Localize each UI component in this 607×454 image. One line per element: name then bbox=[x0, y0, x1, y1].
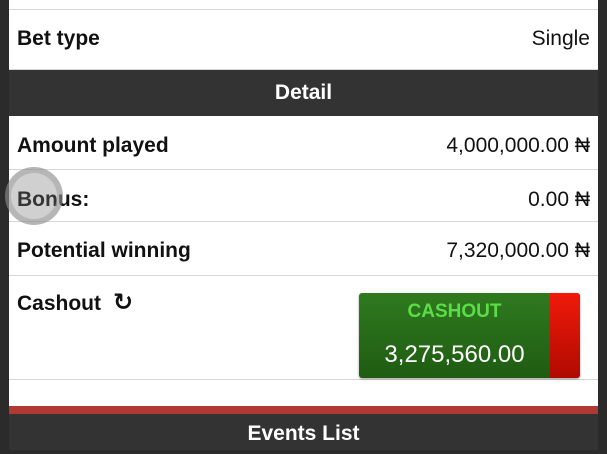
bet-type-label: Bet type bbox=[17, 27, 100, 50]
cashout-button-caption: CASHOUT bbox=[407, 301, 502, 322]
potential-winning-label: Potential winning bbox=[17, 239, 191, 262]
bonus-row: Bonus: 0.00 ₦ bbox=[9, 170, 598, 222]
touch-indicator bbox=[5, 167, 63, 225]
events-list-header[interactable]: Events List bbox=[9, 414, 598, 450]
bet-type-row: Bet type Single bbox=[9, 10, 598, 70]
bet-detail-panel: Bet type Single Detail Amount played 4,0… bbox=[9, 0, 598, 450]
potential-winning-row: Potential winning 7,320,000.00 ₦ bbox=[9, 222, 598, 276]
refresh-icon[interactable]: ↻ bbox=[113, 289, 134, 316]
cashout-button[interactable]: CASHOUT 3,275,560.00 bbox=[359, 293, 580, 378]
bonus-value: 0.00 ₦ bbox=[528, 188, 590, 211]
section-divider bbox=[9, 406, 598, 414]
amount-played-value: 4,000,000.00 ₦ bbox=[446, 134, 590, 157]
amount-played-row: Amount played 4,000,000.00 ₦ bbox=[9, 116, 598, 170]
potential-winning-value: 7,320,000.00 ₦ bbox=[446, 239, 590, 262]
cashout-label: Cashout bbox=[17, 292, 101, 315]
cashout-button-amount: 3,275,560.00 bbox=[384, 341, 525, 368]
detail-section-header: Detail bbox=[9, 70, 598, 116]
bet-type-value: Single bbox=[531, 27, 590, 50]
amount-played-label: Amount played bbox=[17, 134, 169, 157]
cashout-button-stripe bbox=[550, 293, 580, 378]
cashout-row: Cashout ↻ bbox=[9, 276, 598, 380]
bet-type-row bbox=[9, 0, 598, 10]
